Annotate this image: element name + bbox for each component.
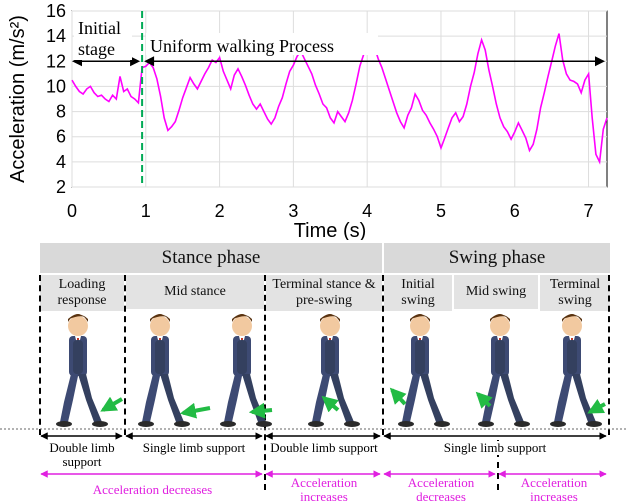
uniform-walking-label: Uniform walking Process bbox=[150, 36, 334, 56]
y-tick-label: 10 bbox=[46, 76, 66, 96]
y-tick-label: 12 bbox=[46, 51, 66, 71]
x-axis-label: Time (s) bbox=[294, 220, 367, 240]
subphase-terminal-stance: Terminal stance & pre-swing bbox=[266, 275, 382, 311]
x-tick-label: 4 bbox=[362, 201, 372, 221]
subphase-mid-stance: Mid stance bbox=[126, 275, 264, 309]
initial-stage-label-line1: Initial bbox=[78, 18, 121, 38]
y-tick-label: 8 bbox=[56, 102, 66, 122]
y-tick-label: 4 bbox=[56, 152, 66, 172]
force-arrow-2 bbox=[179, 402, 211, 419]
subphase-terminal-swing: Terminal swing bbox=[540, 275, 610, 311]
accel-label-3: Acceleration decreases bbox=[396, 476, 486, 504]
force-arrow-3 bbox=[248, 402, 273, 419]
force-arrow-6 bbox=[475, 391, 493, 409]
stance-phase-header: Stance phase bbox=[40, 243, 382, 273]
x-tick-label: 7 bbox=[584, 201, 594, 221]
x-tick-label: 3 bbox=[288, 201, 298, 221]
x-tick-label: 2 bbox=[215, 201, 225, 221]
separator-3 bbox=[264, 275, 266, 490]
accel-label-1: Acceleration decreases bbox=[70, 483, 235, 497]
walker-figure-5 bbox=[397, 313, 451, 428]
force-arrow-5 bbox=[389, 387, 407, 406]
y-tick-label: 6 bbox=[56, 127, 66, 147]
subphase-mid-swing: Mid swing bbox=[454, 275, 538, 309]
uniform-label-bg bbox=[146, 33, 378, 55]
x-tick-label: 6 bbox=[510, 201, 520, 221]
separator-2 bbox=[124, 275, 126, 435]
walker-figure-6 bbox=[477, 313, 531, 428]
support-label-2: Single limb support bbox=[140, 441, 248, 455]
walker-figure-7 bbox=[549, 313, 603, 428]
support-label-4: Single limb support bbox=[440, 441, 550, 455]
force-arrow-7 bbox=[587, 398, 606, 414]
swing-phase-header: Swing phase bbox=[384, 243, 610, 273]
y-tick-label: 2 bbox=[56, 177, 66, 197]
x-tick-label: 5 bbox=[436, 201, 446, 221]
accel-label-4: Acceleration increases bbox=[508, 476, 600, 504]
x-tick-label: 1 bbox=[141, 201, 151, 221]
uniform-walking-arrow bbox=[144, 56, 605, 67]
x-tick-label: 0 bbox=[67, 201, 77, 221]
walker-figure-4 bbox=[307, 313, 361, 428]
accel-label-2: Acceleration increases bbox=[276, 476, 372, 504]
force-arrow-4 bbox=[321, 395, 340, 413]
initial-label-bg bbox=[74, 16, 132, 60]
initial-stage-label-line2: stage bbox=[78, 39, 115, 59]
walker-figure-2 bbox=[137, 313, 191, 428]
support-label-3: Double limb support bbox=[268, 441, 380, 455]
separator-6 bbox=[608, 275, 610, 435]
subphase-loading-response: Loading response bbox=[40, 275, 124, 311]
y-axis-label: Acceleration (m/s²) bbox=[7, 15, 29, 183]
walker-figure-1 bbox=[55, 313, 109, 428]
separator-5 bbox=[497, 440, 499, 490]
force-arrow-1 bbox=[100, 396, 124, 412]
subphase-initial-swing: Initial swing bbox=[384, 275, 452, 311]
y-tick-label: 14 bbox=[46, 26, 66, 46]
separator-1 bbox=[39, 275, 41, 435]
acceleration-series-line bbox=[71, 33, 608, 165]
separator-4 bbox=[382, 275, 384, 435]
support-label-1: Double limb support bbox=[40, 441, 124, 469]
y-tick-label: 16 bbox=[46, 1, 66, 21]
